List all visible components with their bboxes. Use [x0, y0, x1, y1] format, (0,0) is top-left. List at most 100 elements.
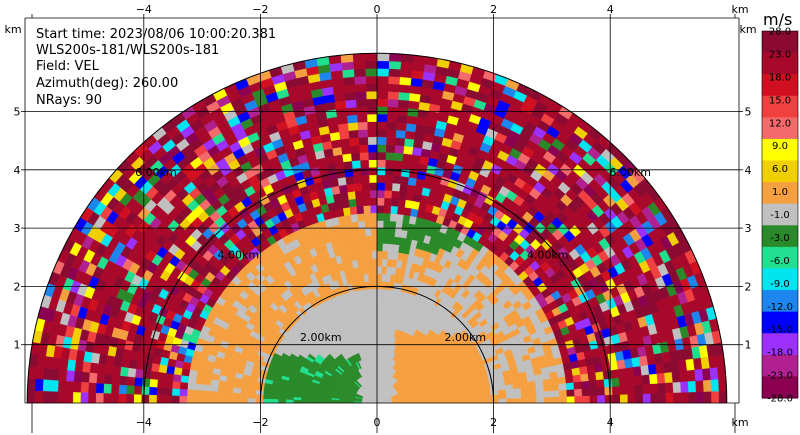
data-cell — [386, 129, 397, 138]
data-cell — [498, 393, 507, 400]
data-cell — [72, 392, 81, 404]
data-cell — [384, 281, 390, 290]
data-cell — [350, 152, 361, 162]
data-cell — [640, 364, 650, 376]
data-cell — [383, 205, 392, 214]
data-cell — [217, 380, 227, 388]
data-cell — [520, 392, 530, 399]
data-cell — [695, 391, 705, 404]
data-cell — [232, 397, 241, 404]
data-cell — [397, 198, 406, 208]
y-tick-label: 2 — [745, 280, 752, 293]
data-cell — [371, 250, 378, 259]
data-cell — [662, 361, 673, 374]
data-cell — [371, 265, 378, 275]
data-cell — [335, 107, 348, 118]
data-cell — [559, 396, 568, 404]
data-cell — [397, 91, 410, 101]
data-cell — [402, 145, 414, 155]
data-cell — [647, 363, 658, 375]
data-cell — [247, 398, 256, 404]
data-cell — [686, 369, 696, 382]
data-cell — [342, 160, 353, 170]
data-cell — [376, 98, 388, 107]
data-cell — [475, 399, 484, 404]
data-cell — [407, 176, 417, 187]
data-cell — [376, 205, 385, 214]
data-cell — [373, 303, 378, 313]
data-cell — [355, 98, 367, 108]
data-cell — [133, 394, 142, 404]
data-cell — [59, 358, 69, 371]
colorbar-tick-label: -1.0 — [770, 210, 790, 221]
data-cell — [65, 381, 74, 393]
data-cell — [388, 53, 402, 62]
data-cell — [27, 378, 36, 392]
data-cell — [641, 374, 651, 385]
data-cell — [373, 296, 378, 305]
data-cell — [232, 387, 242, 394]
data-cell — [490, 394, 499, 400]
data-cell — [103, 383, 112, 394]
data-cell — [376, 136, 387, 145]
data-cell — [551, 396, 560, 404]
data-cell — [490, 398, 499, 404]
y-unit-label: km — [739, 23, 756, 36]
data-cell — [376, 258, 383, 267]
data-cell — [550, 383, 560, 392]
data-cell — [356, 113, 368, 123]
data-cell — [634, 384, 644, 395]
data-cell — [366, 113, 378, 123]
data-cell — [391, 182, 401, 192]
data-cell — [665, 392, 674, 404]
data-cell — [344, 91, 357, 101]
data-cell — [379, 311, 384, 320]
data-cell — [195, 377, 205, 385]
data-cell — [376, 151, 387, 161]
data-cell — [366, 106, 378, 115]
data-cell — [376, 182, 385, 191]
data-cell — [362, 205, 371, 214]
colorbar-tick-label: 9.0 — [772, 141, 788, 152]
data-cell — [380, 288, 386, 298]
data-cell — [277, 399, 287, 404]
data-cell — [148, 394, 157, 404]
data-cell — [80, 371, 90, 384]
data-cell — [356, 213, 365, 222]
data-cell — [156, 379, 166, 389]
data-cell — [581, 387, 591, 397]
data-cell — [171, 381, 181, 390]
data-cell — [388, 228, 396, 237]
data-cell — [334, 100, 347, 110]
data-cell — [367, 144, 378, 153]
data-cell — [125, 393, 135, 404]
x-unit-label: km — [731, 3, 748, 16]
data-cell — [338, 184, 348, 194]
data-cell — [386, 258, 393, 268]
data-cell — [505, 397, 515, 404]
x-tick-label: 0 — [374, 416, 381, 429]
data-cell — [632, 365, 642, 377]
data-cell — [513, 392, 522, 399]
data-cell — [343, 84, 356, 94]
data-cell — [164, 380, 174, 389]
data-cell — [399, 76, 412, 86]
data-cell — [34, 390, 43, 404]
data-cell — [656, 372, 666, 384]
data-cell — [535, 385, 545, 393]
data-cell — [685, 358, 695, 371]
data-cell — [365, 90, 378, 100]
data-cell — [365, 83, 378, 92]
data-cell — [604, 394, 613, 404]
data-cell — [80, 392, 89, 404]
data-cell — [26, 390, 36, 404]
data-cell — [187, 376, 197, 385]
y-tick-label: 2 — [14, 280, 21, 293]
data-cell — [368, 281, 374, 290]
data-cell — [96, 363, 107, 375]
data-cell — [673, 392, 682, 404]
colorbar-tick-label: 23.0 — [769, 49, 791, 60]
data-cell — [452, 399, 461, 404]
data-cell — [255, 394, 264, 400]
data-cell — [376, 83, 389, 92]
